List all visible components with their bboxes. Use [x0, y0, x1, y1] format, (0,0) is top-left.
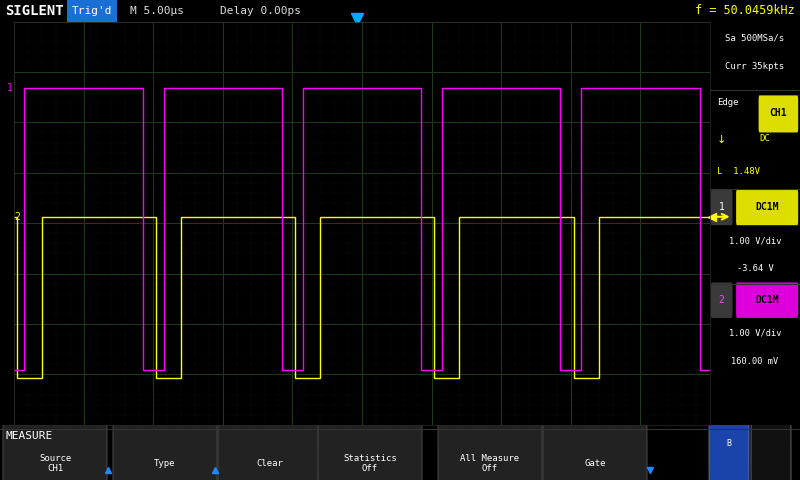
Text: MEASURE: MEASURE	[6, 432, 54, 442]
Text: CH1: CH1	[770, 108, 787, 118]
Text: ↓: ↓	[718, 134, 726, 144]
FancyBboxPatch shape	[318, 339, 422, 480]
FancyBboxPatch shape	[709, 375, 749, 480]
Text: Delay 0.00ps: Delay 0.00ps	[220, 6, 301, 16]
FancyBboxPatch shape	[218, 339, 322, 480]
Text: Type: Type	[154, 459, 176, 468]
Text: 2: 2	[718, 295, 725, 305]
Text: All Measure
Off: All Measure Off	[461, 454, 519, 473]
Text: Statistics
Off: Statistics Off	[343, 454, 397, 473]
FancyBboxPatch shape	[736, 190, 798, 225]
FancyBboxPatch shape	[711, 282, 733, 318]
Text: 160.00 mV: 160.00 mV	[731, 357, 778, 366]
Text: Gate: Gate	[584, 459, 606, 468]
FancyBboxPatch shape	[67, 0, 117, 41]
Text: Curr 35kpts: Curr 35kpts	[726, 62, 785, 71]
Text: -3.64 V: -3.64 V	[737, 264, 774, 273]
FancyBboxPatch shape	[751, 398, 791, 480]
FancyBboxPatch shape	[438, 339, 542, 480]
Text: DC1M: DC1M	[755, 203, 779, 213]
Text: Trig'd: Trig'd	[72, 6, 112, 16]
FancyBboxPatch shape	[758, 96, 798, 132]
Text: 1: 1	[7, 83, 13, 93]
Text: L  1.48V: L 1.48V	[718, 167, 760, 176]
Text: DC1M: DC1M	[755, 295, 779, 305]
Text: SIGLENT: SIGLENT	[5, 4, 64, 18]
FancyBboxPatch shape	[3, 339, 107, 480]
FancyBboxPatch shape	[543, 339, 647, 480]
Text: M 5.00μs: M 5.00μs	[130, 6, 184, 16]
Text: Sa 500MSa/s: Sa 500MSa/s	[726, 34, 785, 43]
FancyBboxPatch shape	[711, 190, 733, 225]
Text: Source
CH1: Source CH1	[39, 454, 71, 473]
Text: DC: DC	[759, 134, 770, 144]
FancyBboxPatch shape	[113, 339, 217, 480]
Text: 2: 2	[15, 212, 21, 222]
Text: B: B	[726, 439, 731, 447]
FancyBboxPatch shape	[736, 282, 798, 318]
Text: 1: 1	[718, 203, 725, 213]
Text: 1.00 V/div: 1.00 V/div	[729, 329, 782, 338]
Text: Edge: Edge	[718, 98, 738, 107]
Text: Clear: Clear	[257, 459, 283, 468]
Text: f = 50.0459kHz: f = 50.0459kHz	[695, 4, 795, 17]
Text: 1.00 V/div: 1.00 V/div	[729, 236, 782, 245]
